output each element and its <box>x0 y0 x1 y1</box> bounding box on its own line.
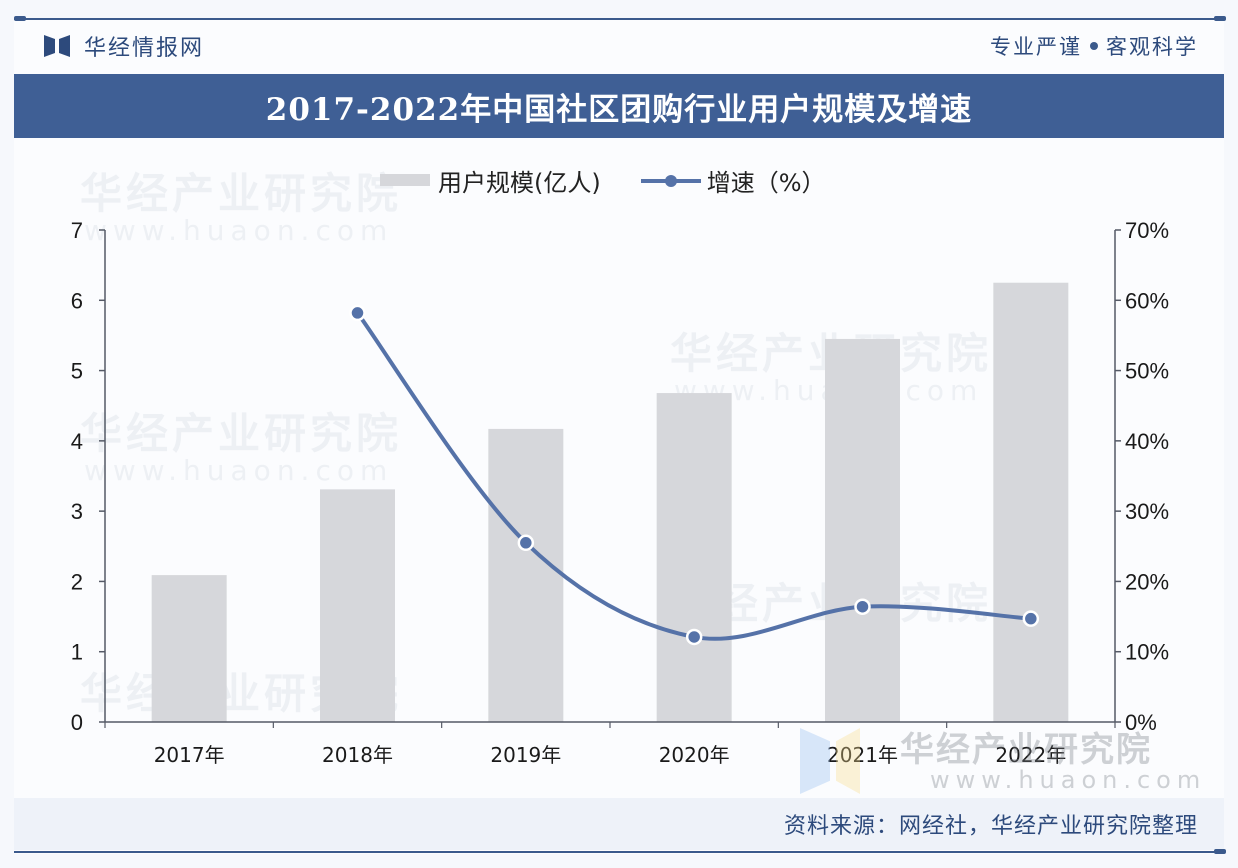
divider-cap <box>1214 849 1226 854</box>
brand-logo-icon <box>44 35 70 57</box>
growth-rate-point <box>517 534 535 552</box>
bar-2020年 <box>656 393 732 722</box>
y-tick-label-left: 7 <box>71 218 83 243</box>
y-tick-label-right: 10% <box>1125 640 1169 665</box>
y-tick-label-right: 60% <box>1125 288 1169 313</box>
y-tick-label-left: 1 <box>71 640 83 665</box>
watermark-name: 华经产业研究院 <box>900 730 1152 770</box>
y-tick-label-right: 50% <box>1125 359 1169 384</box>
y-tick-label-left: 2 <box>71 569 83 594</box>
bar-2017年 <box>151 575 227 722</box>
bar-2019年 <box>488 428 564 722</box>
y-tick-label-left: 5 <box>71 359 83 384</box>
bullet-dot-icon <box>1090 42 1098 50</box>
legend-bar-label: 用户规模(亿人) <box>438 168 601 197</box>
y-tick-label-right: 20% <box>1125 569 1169 594</box>
slogan-left: 专业严谨 <box>990 35 1082 59</box>
chart-title: 2017-2022年中国社区团购行业用户规模及增速 <box>265 91 973 128</box>
y-tick-label-right: 70% <box>1125 218 1169 243</box>
bottom-divider <box>14 851 1224 853</box>
slogan: 专业严谨 客观科学 <box>990 30 1198 62</box>
x-tick-label: 2018年 <box>322 743 393 767</box>
growth-rate-point <box>349 304 366 322</box>
brand-name: 华经情报网 <box>84 36 205 61</box>
bar-2022年 <box>993 282 1069 722</box>
source-note: 资料来源：网经社，华经产业研究院整理 <box>783 814 1198 839</box>
bar-2018年 <box>320 489 395 722</box>
slogan-right: 客观科学 <box>1106 35 1198 59</box>
y-tick-label-right: 0% <box>1125 710 1157 735</box>
growth-rate-point <box>685 628 703 646</box>
x-tick-label: 2020年 <box>659 743 730 767</box>
growth-rate-point <box>1022 610 1040 627</box>
y-tick-label-left: 3 <box>71 499 83 524</box>
source-bar <box>14 798 1224 850</box>
y-tick-label-left: 4 <box>71 429 83 454</box>
legend-line-label: 增速（%） <box>706 168 826 197</box>
title-bar: 2017-2022年中国社区团购行业用户规模及增速 <box>14 74 1224 138</box>
watermark-url: www.huaon.com <box>930 766 1207 794</box>
legend-line-swatch <box>640 174 701 187</box>
x-tick-label: 2021年 <box>827 743 898 767</box>
y-tick-label-left: 0 <box>71 710 83 735</box>
watermark-logo-icon <box>836 728 860 794</box>
brand: 华经情报网 <box>44 30 204 62</box>
top-divider <box>14 18 1224 20</box>
legend: 用户规模(亿人) 增速（%） <box>380 160 826 200</box>
growth-rate-line <box>355 310 1033 641</box>
y-tick-label-right: 30% <box>1125 499 1169 524</box>
legend-bar-swatch <box>380 174 430 186</box>
y-tick-label-left: 6 <box>71 288 83 313</box>
y-tick-label-right: 40% <box>1125 429 1169 454</box>
x-tick-label: 2019年 <box>490 743 561 767</box>
x-tick-label: 2017年 <box>154 743 225 767</box>
divider-cap <box>1214 16 1226 21</box>
bar-2021年 <box>825 338 900 722</box>
x-tick-label: 2022年 <box>995 743 1066 767</box>
divider-cap <box>14 16 26 21</box>
growth-rate-point <box>854 598 871 615</box>
